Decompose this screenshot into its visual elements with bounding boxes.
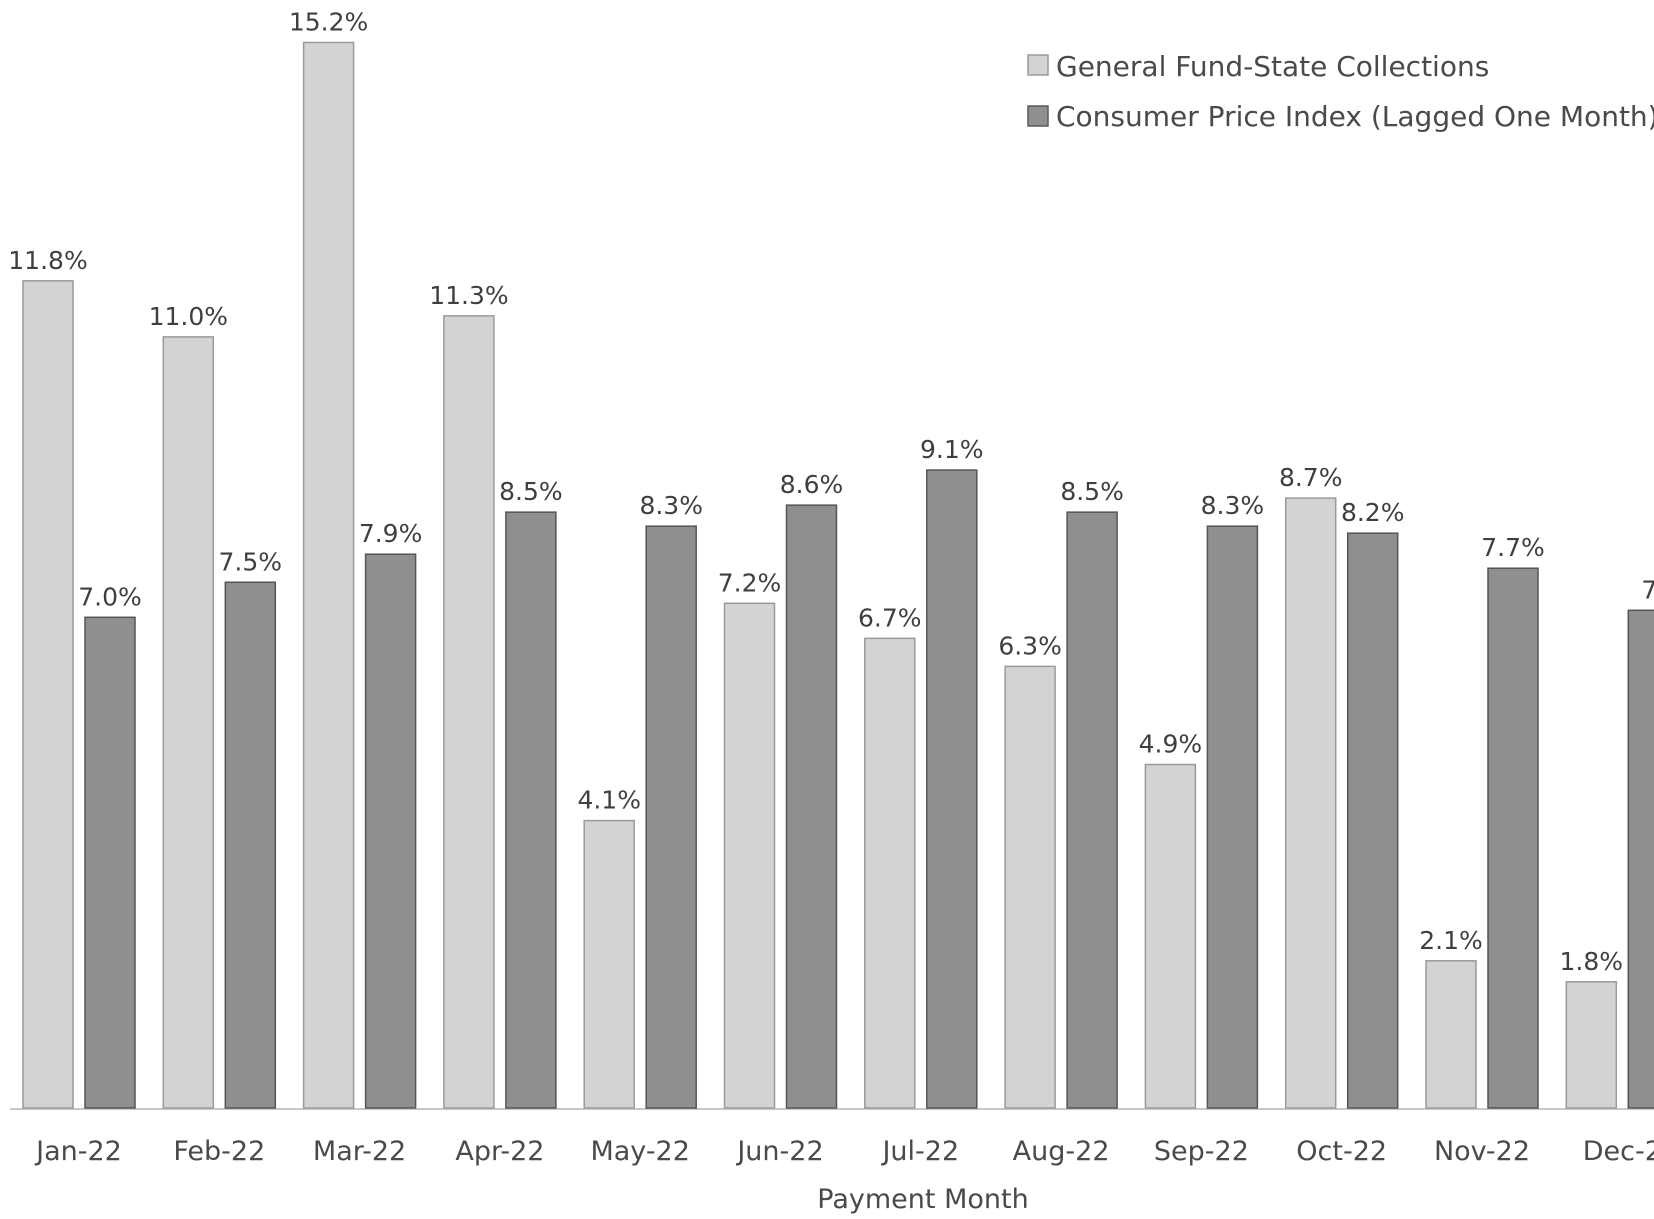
x-tick-label-nov-22: Nov-22	[1434, 1136, 1530, 1167]
bar-general-fund-jun-22	[723, 602, 776, 1109]
x-tick-label-aug-22: Aug-22	[1013, 1136, 1110, 1167]
bar-cpi-jan-22	[84, 616, 136, 1109]
x-axis-title: Payment Month	[817, 1184, 1028, 1215]
x-tick-label-mar-22: Mar-22	[313, 1136, 406, 1167]
legend-swatch-general-fund	[1027, 54, 1049, 76]
x-tick-label-jan-22: Jan-22	[34, 1136, 122, 1167]
data-label-general-fund-jul-22: 6.7%	[858, 603, 922, 632]
legend: General Fund-State Collections Consumer …	[1027, 50, 1654, 133]
legend-label-general-fund: General Fund-State Collections	[1056, 50, 1489, 83]
data-label-general-fund-oct-22: 8.7%	[1279, 463, 1343, 492]
bar-cpi-jun-22	[785, 504, 838, 1109]
data-label-cpi-aug-22: 8.5%	[1060, 477, 1124, 506]
bars-layer	[22, 41, 1654, 1109]
x-tick-label-sep-22: Sep-22	[1154, 1136, 1249, 1167]
x-tick-labels-layer: Jan-22 Feb-22 Mar-22 Apr-22 May-22 Jun-22 Jul-…	[34, 1136, 1654, 1167]
bar-cpi-sep-22	[1206, 525, 1259, 1109]
data-label-general-fund-mar-22: 15.2%	[289, 7, 368, 36]
bar-cpi-oct-22	[1346, 532, 1399, 1109]
x-tick-label-feb-22: Feb-22	[173, 1136, 265, 1167]
data-label-general-fund-aug-22: 6.3%	[998, 631, 1062, 660]
data-labels-layer: 11.8% 7.0% 11.0% 7.5% 15.2% 7.9% 11.3% 8.5% 4.1%…	[8, 7, 1654, 975]
bar-general-fund-mar-22	[302, 41, 355, 1109]
data-label-cpi-sep-22: 8.3%	[1201, 491, 1265, 520]
data-label-general-fund-feb-22: 11.0%	[149, 302, 228, 331]
bar-general-fund-jan-22	[22, 280, 74, 1109]
bar-general-fund-apr-22	[443, 315, 495, 1109]
bar-cpi-may-22	[645, 525, 697, 1109]
bar-general-fund-feb-22	[162, 336, 215, 1109]
bar-general-fund-jul-22	[864, 637, 916, 1109]
data-label-general-fund-nov-22: 2.1%	[1419, 926, 1483, 955]
data-label-cpi-jun-22: 8.6%	[780, 470, 844, 499]
bar-cpi-jul-22	[926, 469, 978, 1109]
x-tick-label-oct-22: Oct-22	[1296, 1136, 1387, 1167]
data-label-cpi-oct-22: 8.2%	[1341, 498, 1405, 527]
x-tick-label-apr-22: Apr-22	[455, 1136, 544, 1167]
bar-general-fund-oct-22	[1284, 497, 1337, 1109]
data-label-cpi-dec-2: 7.	[1641, 575, 1654, 604]
x-tick-label-dec-2: Dec-2	[1583, 1136, 1654, 1167]
data-label-general-fund-may-22: 4.1%	[577, 786, 641, 815]
bar-general-fund-nov-22	[1425, 960, 1477, 1109]
data-label-cpi-mar-22: 7.9%	[359, 519, 423, 548]
x-tick-label-jun-22: Jun-22	[735, 1136, 823, 1167]
data-label-general-fund-dec-2: 1.8%	[1560, 947, 1624, 976]
bar-general-fund-aug-22	[1004, 665, 1056, 1109]
bar-general-fund-may-22	[583, 819, 635, 1109]
bar-cpi-aug-22	[1066, 511, 1118, 1109]
bar-cpi-feb-22	[224, 581, 277, 1109]
data-label-general-fund-jan-22: 11.8%	[8, 246, 87, 275]
data-label-cpi-apr-22: 8.5%	[499, 477, 563, 506]
bar-cpi-mar-22	[364, 553, 417, 1109]
legend-label-cpi: Consumer Price Index (Lagged One Month)	[1056, 100, 1654, 133]
bar-cpi-apr-22	[505, 511, 557, 1109]
legend-swatch-cpi	[1027, 105, 1049, 127]
bar-general-fund-dec-2	[1565, 981, 1618, 1109]
data-label-cpi-jan-22: 7.0%	[78, 582, 142, 611]
x-tick-label-jul-22: Jul-22	[880, 1136, 959, 1167]
data-label-cpi-nov-22: 7.7%	[1481, 533, 1545, 562]
data-label-general-fund-apr-22: 11.3%	[429, 281, 508, 310]
bar-cpi-nov-22	[1487, 567, 1539, 1109]
x-tick-label-may-22: May-22	[590, 1136, 689, 1167]
bar-cpi-dec-2	[1627, 609, 1654, 1109]
bar-general-fund-sep-22	[1144, 763, 1197, 1109]
data-label-general-fund-sep-22: 4.9%	[1139, 730, 1203, 759]
data-label-general-fund-jun-22: 7.2%	[718, 568, 782, 597]
data-label-cpi-may-22: 8.3%	[639, 491, 703, 520]
data-label-cpi-jul-22: 9.1%	[920, 435, 984, 464]
data-label-cpi-feb-22: 7.5%	[219, 547, 283, 576]
